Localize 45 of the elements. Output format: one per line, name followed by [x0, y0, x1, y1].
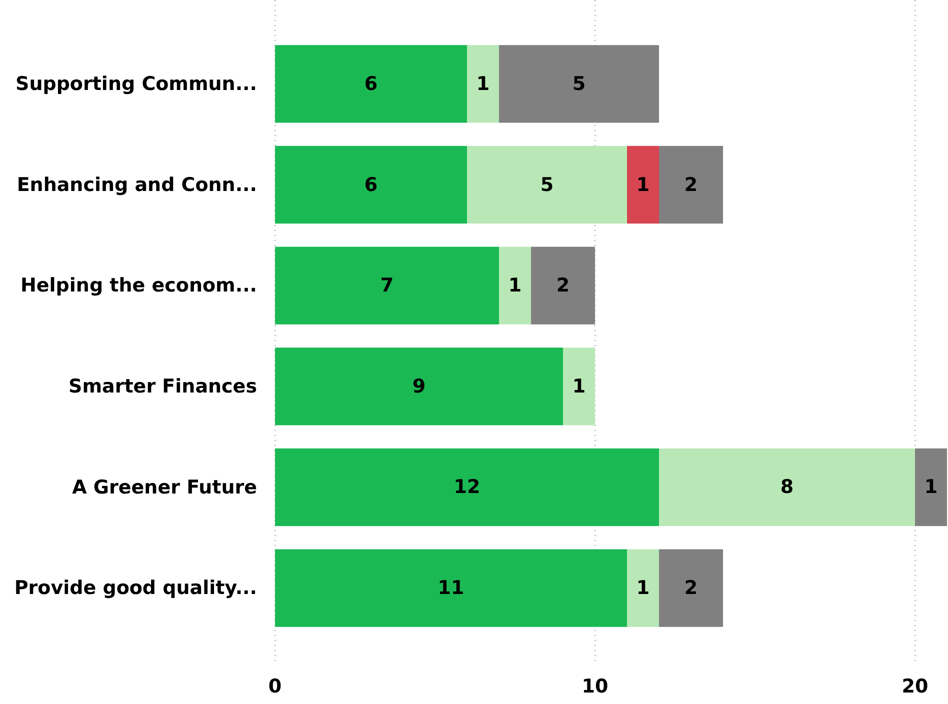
- data-label: 5: [540, 174, 554, 196]
- data-label: 9: [412, 375, 426, 398]
- x-tick-label: 20: [902, 676, 928, 698]
- data-label: 1: [636, 577, 650, 600]
- x-tick-label: 10: [582, 676, 608, 698]
- bar: [627, 549, 659, 627]
- data-label: 11: [438, 577, 464, 600]
- y-tick-label: Smarter Finances: [68, 375, 257, 398]
- bar: [275, 348, 563, 426]
- bar: [627, 146, 659, 224]
- bar: [275, 448, 659, 526]
- y-tick-label: Provide good quality...: [14, 577, 257, 600]
- data-label: 2: [684, 577, 698, 600]
- data-label: 12: [454, 476, 480, 498]
- bar: [563, 348, 595, 426]
- data-label: 5: [572, 72, 586, 95]
- data-label: 1: [476, 72, 490, 95]
- bar: [275, 45, 467, 123]
- data-label: 2: [684, 174, 698, 196]
- y-tick-label: A Greener Future: [72, 476, 257, 498]
- y-tick-label: Helping the econom...: [20, 274, 257, 297]
- bar: [659, 549, 723, 627]
- bar: [275, 549, 627, 627]
- bar: [531, 246, 595, 324]
- data-label: 1: [636, 174, 650, 196]
- bar: [467, 45, 499, 123]
- data-label: 1: [572, 375, 586, 398]
- data-label: 2: [556, 274, 570, 297]
- y-tick-label: Enhancing and Conn...: [16, 174, 257, 196]
- bar: [275, 246, 499, 324]
- data-label: 7: [380, 274, 394, 297]
- data-label: 1: [508, 274, 522, 297]
- bar: [659, 448, 915, 526]
- bar: [499, 246, 531, 324]
- bar: [467, 146, 627, 224]
- y-tick-label: Supporting Commun...: [16, 73, 257, 95]
- data-label: 6: [364, 174, 378, 196]
- data-label: 1: [924, 476, 938, 498]
- data-label: 6: [364, 72, 378, 95]
- bar: [915, 448, 947, 526]
- x-tick-label: 0: [268, 676, 282, 698]
- bar: [275, 146, 467, 224]
- data-label: 8: [780, 476, 794, 498]
- bar: [659, 146, 723, 224]
- bar: [499, 45, 659, 123]
